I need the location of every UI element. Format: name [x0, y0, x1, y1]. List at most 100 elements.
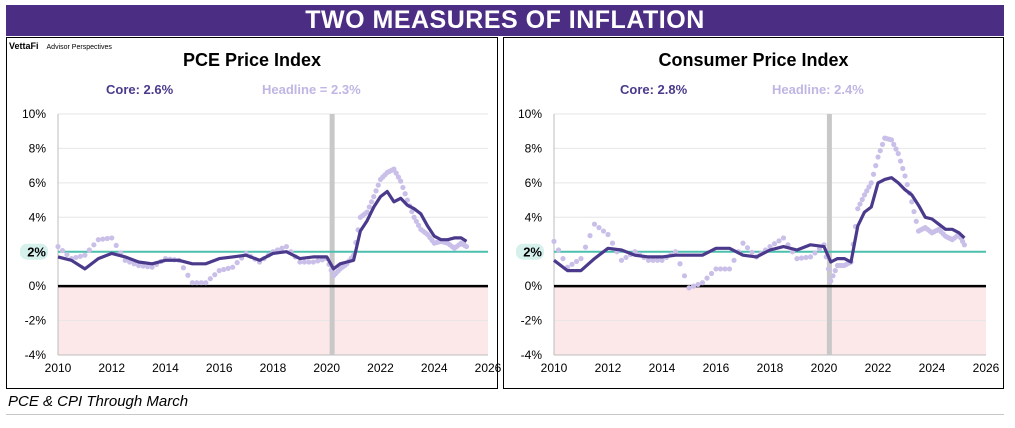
- headline-point: [866, 184, 872, 190]
- headline-point: [144, 264, 151, 270]
- headline-point: [645, 257, 652, 263]
- pce-chart-panel: VettaFi Advisor Perspectives PCE Price In…: [6, 37, 502, 389]
- headline-point: [726, 266, 733, 272]
- headline-point: [686, 285, 692, 291]
- core-label: Core: 2.6%: [106, 82, 174, 97]
- headline-point: [776, 238, 782, 244]
- headline-point: [803, 254, 809, 261]
- headline-point: [216, 268, 222, 274]
- headline-point: [717, 266, 724, 272]
- x-tick-label: 2022: [367, 361, 394, 375]
- headline-point: [95, 237, 101, 243]
- headline-point: [708, 270, 715, 277]
- headline-point: [578, 256, 584, 262]
- headline-point: [198, 280, 204, 286]
- headline-point: [301, 259, 307, 265]
- headline-point: [402, 191, 408, 197]
- y-tick-label: -4%: [25, 348, 47, 362]
- headline-point: [794, 256, 800, 262]
- headline-point: [86, 247, 92, 253]
- headline-point: [391, 166, 397, 172]
- headline-point: [398, 178, 404, 184]
- headline-point: [109, 235, 115, 241]
- headline-point: [895, 150, 901, 157]
- headline-point: [911, 208, 917, 215]
- headline-point: [463, 243, 470, 250]
- footnote: PCE & CPI Through March: [8, 393, 189, 410]
- headline-point: [569, 261, 575, 267]
- headline-point: [73, 254, 79, 261]
- x-tick-label: 2016: [206, 361, 233, 375]
- headline-point: [832, 268, 838, 274]
- headline-point: [749, 249, 755, 255]
- headline-point: [609, 240, 616, 246]
- y-tick-label: 0%: [525, 279, 543, 293]
- x-tick-label: 2012: [595, 361, 622, 375]
- headline-point: [587, 233, 593, 239]
- y-tick-label: 10%: [22, 107, 46, 121]
- brand-name: VettaFi: [9, 41, 39, 51]
- headline-point: [902, 173, 908, 179]
- x-tick-label: 2014: [152, 361, 179, 375]
- x-tick-label: 2024: [421, 361, 448, 375]
- cpi-chart: 10% 8% 6% 4% 0% -2% -4% 2% 2010 2012 2014 2016 2018 2…: [516, 107, 1000, 375]
- headline-point: [600, 228, 607, 234]
- core-series-line: [553, 176, 966, 273]
- y-tick-label: -2%: [25, 314, 47, 328]
- headline-point: [681, 273, 688, 279]
- headline-point: [828, 278, 834, 284]
- y-tick-label: 0%: [29, 279, 47, 293]
- headline-point: [551, 238, 557, 244]
- headline-point: [371, 194, 377, 200]
- x-tick-label: 2012: [98, 361, 125, 375]
- headline-point: [713, 266, 719, 272]
- y-tick-label: 6%: [525, 176, 543, 190]
- headline-point: [888, 137, 895, 143]
- headline-point: [596, 225, 602, 231]
- headline-point: [297, 259, 303, 265]
- x-tick-label: 2020: [811, 361, 838, 375]
- headline-point: [722, 266, 728, 272]
- target-label: 2%: [523, 245, 542, 260]
- headline-point: [366, 204, 372, 210]
- y-tick-label: 4%: [29, 210, 47, 224]
- x-tick-label: 2026: [973, 361, 1000, 375]
- headline-point: [857, 201, 863, 207]
- headline-point: [961, 242, 967, 248]
- target-label-bg: [20, 243, 48, 260]
- x-tick-label: 2018: [260, 361, 287, 375]
- headline-point: [306, 259, 312, 265]
- headline-point: [798, 255, 805, 261]
- headline-point: [560, 256, 566, 262]
- headline-point: [104, 235, 110, 242]
- headline-point: [413, 218, 419, 224]
- headline-point: [375, 182, 381, 188]
- headline-point: [659, 257, 665, 263]
- headline-point: [900, 165, 906, 172]
- headline-point: [573, 258, 580, 265]
- headline-point: [870, 171, 877, 177]
- headline-point: [77, 253, 83, 259]
- headline-point: [100, 236, 106, 242]
- x-tick-label: 2026: [475, 361, 502, 375]
- headline-point: [605, 231, 611, 238]
- y-tick-label: 10%: [518, 107, 542, 121]
- headline-point: [230, 264, 236, 270]
- headline-point: [618, 257, 625, 263]
- headline-point: [415, 222, 422, 228]
- headline-point: [283, 243, 290, 250]
- headline-point: [904, 181, 910, 188]
- headline-point: [623, 254, 629, 261]
- headline-point: [64, 251, 70, 258]
- headline-point: [212, 272, 218, 278]
- headline-label: Headline = 2.3%: [262, 82, 361, 97]
- headline-point: [149, 264, 155, 270]
- headline-point: [185, 272, 191, 278]
- headline-point: [395, 174, 402, 180]
- headline-point: [582, 244, 589, 250]
- headline-point: [400, 184, 406, 191]
- x-tick-label: 2018: [757, 361, 784, 375]
- headline-point: [203, 280, 209, 286]
- headline-point: [654, 257, 661, 263]
- headline-point: [140, 263, 146, 269]
